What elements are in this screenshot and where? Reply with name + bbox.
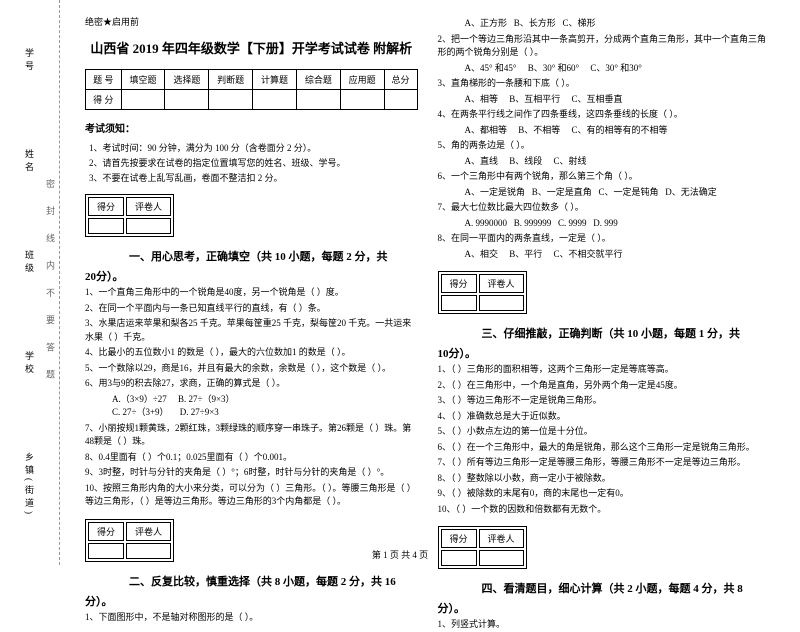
score-h3: 判断题 xyxy=(209,70,253,90)
seal-text: 密 封 线 内 不 要 答 题 xyxy=(44,179,57,387)
s3-q5: 5、（ ）小数点左边的第一位是十分位。 xyxy=(438,425,771,439)
notice-2: 2、请首先按要求在试卷的指定位置填写您的姓名、班级、学号。 xyxy=(85,156,418,169)
s3-q10: 10、（ ）一个数的因数和倍数都有无数个。 xyxy=(438,503,771,517)
score-mini-3: 得分评卷人 xyxy=(438,271,527,314)
score-h6: 应用题 xyxy=(340,70,384,90)
score-table: 题 号 填空题 选择题 判断题 计算题 综合题 应用题 总分 得 分 xyxy=(85,69,418,110)
s2-q4: 4、在两条平行线之间作了四条垂线，这四条垂线的长度（ ）。 xyxy=(438,108,771,122)
s1-q2: 2、在同一个平面内与一条已知直线平行的直线，有（ ）条。 xyxy=(85,302,418,316)
section-1-tail: 20分）。 xyxy=(85,268,418,284)
s2-q1-opts: A、正方形 B、长方形 C、梯形 xyxy=(438,17,771,31)
section-4-tail: 分）。 xyxy=(438,600,771,616)
score-h7: 总分 xyxy=(384,70,417,90)
score-h5: 综合题 xyxy=(296,70,340,90)
s2-q1: 1、下面图形中，不是轴对称图形的是（ ）。 xyxy=(85,611,418,625)
s3-q9: 9、（ ）被除数的末尾有0，商的末尾也一定有0。 xyxy=(438,487,771,501)
score-h1: 填空题 xyxy=(121,70,165,90)
score-h0: 题 号 xyxy=(86,70,122,90)
s1-q6-opts: A.（3×9）÷27 B. 27÷（9×3） C. 27÷（3+9） D. 27… xyxy=(85,393,418,420)
notice-3: 3、不要在试卷上乱写乱画，卷面不整洁扣 2 分。 xyxy=(85,171,418,184)
s3-q4: 4、（ ）准确数总是大于近似数。 xyxy=(438,410,771,424)
s3-q6: 6、（ ）在一个三角形中，最大的角是锐角，那么这个三角形一定是锐角三角形。 xyxy=(438,441,771,455)
section-2-tail: 分）。 xyxy=(85,593,418,609)
s2-q8: 8、在同一平面内的两条直线，一定是（ ）。 xyxy=(438,232,771,246)
label-name: 姓名 xyxy=(23,149,36,175)
s1-q10: 10、按照三角形内角的大小来分类，可以分为（ ）三角形。（ ）。等腰三角形是（ … xyxy=(85,482,418,509)
s3-q8: 8、（ ）整数除以小数，商一定小于被除数。 xyxy=(438,472,771,486)
s4-q1: 1、列竖式计算。 xyxy=(438,618,771,632)
score-row2: 得 分 xyxy=(86,90,122,110)
s1-q1: 1、一个直角三角形中的一个锐角是40度，另一个锐角是（ ）度。 xyxy=(85,286,418,300)
exam-title: 山西省 2019 年四年级数学【下册】开学考试试卷 附解析 xyxy=(85,38,418,57)
s1-q7: 7、小丽按规1颗黄珠，2颗红珠，3颗绿珠的顺序穿一串珠子。第26颗是（ ）珠。第… xyxy=(85,422,418,449)
score-mini-1: 得分评卷人 xyxy=(85,194,174,237)
s2-q2: 2、把一个等边三角形沿其中一条高剪开，分成两个直角三角形，其中一个直角三角形的两… xyxy=(438,33,771,60)
label-student-id: 学号 xyxy=(23,48,36,74)
column-right: A、正方形 B、长方形 C、梯形 2、把一个等边三角形沿其中一条高剪开，分成两个… xyxy=(428,15,781,560)
s3-q1: 1、（ ）三角形的面积相等，这两个三角形一定是等底等高。 xyxy=(438,363,771,377)
s1-q5: 5、一个数除以29，商是16，并且有最大的余数，余数是（ ），这个数是（ ）。 xyxy=(85,362,418,376)
s3-q2: 2、（ ）在三角形中，一个角是直角，另外两个角一定是45度。 xyxy=(438,379,771,393)
section-2-title: 二、反复比较，慎重选择（共 8 小题，每题 2 分，共 16 xyxy=(85,573,418,589)
binding-margin: 学号 姓名 班级 学校 乡镇(街道) 密 封 线 内 不 要 答 题 xyxy=(0,0,60,565)
s1-q6: 6、用3与9的积去除27，求商，正确的算式是（ ）。 xyxy=(85,377,418,391)
label-class: 班级 xyxy=(23,250,36,276)
s2-q7: 7、最大七位数比最大四位数多（ ）。 xyxy=(438,201,771,215)
s3-q7: 7、（ ）所有等边三角形一定是等腰三角形，等腰三角形不一定是等边三角形。 xyxy=(438,456,771,470)
section-4-title: 四、看清题目，细心计算（共 2 小题，每题 4 分，共 8 xyxy=(438,580,771,596)
section-3-title: 三、仔细推敲，正确判断（共 10 小题，每题 1 分，共 xyxy=(438,325,771,341)
column-left: 绝密★启用前 山西省 2019 年四年级数学【下册】开学考试试卷 附解析 题 号… xyxy=(75,15,428,560)
section-3-tail: 10分）。 xyxy=(438,345,771,361)
s1-q9: 9、3时整，时针与分针的夹角是（ ）°；6时整，时针与分针的夹角是（ ）°。 xyxy=(85,466,418,480)
score-h2: 选择题 xyxy=(165,70,209,90)
s2-q5: 5、角的两条边是（ ）。 xyxy=(438,139,771,153)
s2-q6: 6、一个三角形中有两个锐角，那么第三个角（ ）。 xyxy=(438,170,771,184)
notice-title: 考试须知： xyxy=(85,120,418,135)
s1-q3: 3、水果店运来苹果和梨各25 千克。苹果每筐重25 千克，梨每筐20 千克。一共… xyxy=(85,317,418,344)
s3-q3: 3、（ ）等边三角形不一定是锐角三角形。 xyxy=(438,394,771,408)
section-1-title: 一、用心思考，正确填空（共 10 小题，每题 2 分，共 xyxy=(85,248,418,264)
s1-q4: 4、比最小的五位数小1 的数是（ ），最大的六位数加1 的数是（ ）。 xyxy=(85,346,418,360)
score-h4: 计算题 xyxy=(253,70,297,90)
notice-1: 1、考试时间：90 分钟，满分为 100 分（含卷面分 2 分）。 xyxy=(85,141,418,154)
secret-label: 绝密★启用前 xyxy=(85,15,418,28)
label-town: 乡镇(街道) xyxy=(23,452,36,518)
page-footer: 第 1 页 共 4 页 xyxy=(0,548,800,561)
s2-q3: 3、直角梯形的一条腰和下底（ ）。 xyxy=(438,77,771,91)
s1-q8: 8、0.4里面有（ ）个0.1；0.025里面有（ ）个0.001。 xyxy=(85,451,418,465)
label-school: 学校 xyxy=(23,351,36,377)
